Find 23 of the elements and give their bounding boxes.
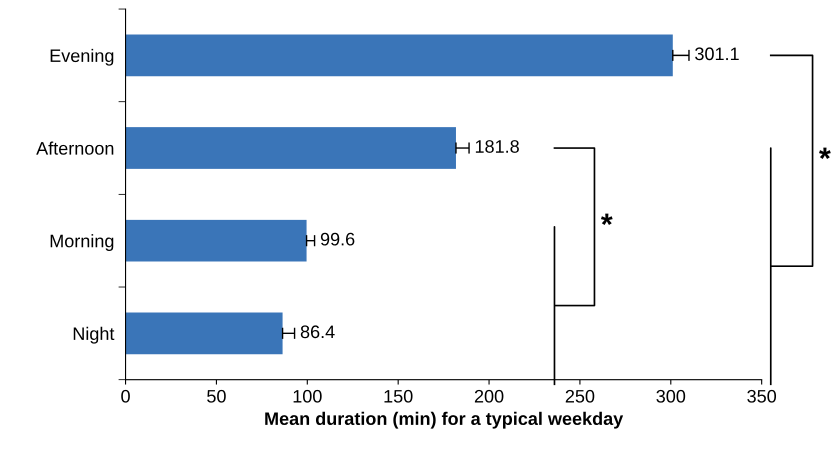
x-tick-label: 50 — [207, 390, 226, 403]
data-label: 301.1 — [695, 47, 739, 60]
x-tick-label: 200 — [474, 390, 504, 403]
y-tick-label: Evening — [50, 48, 114, 66]
bar — [126, 220, 307, 262]
bar — [126, 34, 673, 76]
bar — [126, 312, 283, 354]
bar — [126, 127, 456, 169]
x-tick-label: 150 — [384, 390, 413, 403]
x-tick-label: 0 — [121, 390, 130, 403]
data-label: 86.4 — [300, 325, 335, 338]
y-tick-label: Afternoon — [36, 142, 114, 155]
x-tick-label: 350 — [747, 390, 776, 403]
text: * — [819, 148, 831, 160]
annotation: * — [600, 214, 613, 226]
y-tick-label: Morning — [50, 234, 114, 251]
x-tick-label: 300 — [656, 390, 686, 403]
y-tick-label: Night — [74, 326, 114, 344]
data-label: 99.6 — [320, 232, 354, 246]
x-axis-title: Mean duration (min) for a typical weekday — [265, 412, 624, 429]
x-tick-label: 100 — [294, 390, 322, 403]
data-label: 181.8 — [476, 140, 519, 153]
x-tick-label: 250 — [566, 390, 594, 403]
